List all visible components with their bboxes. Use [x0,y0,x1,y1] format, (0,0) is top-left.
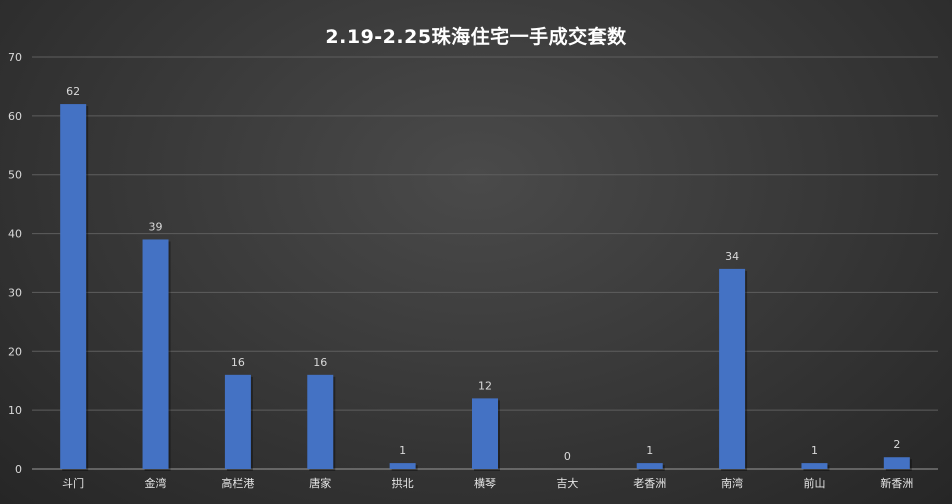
x-tick-label: 斗门 [62,476,84,490]
chart-title: 2.19-2.25珠海住宅一手成交套数 [325,26,627,48]
data-label: 16 [313,356,327,369]
bar [60,104,87,469]
y-tick-label: 10 [8,404,22,417]
x-tick-label: 唐家 [309,476,331,490]
y-tick-label: 30 [8,286,22,299]
y-tick-label: 50 [8,169,22,182]
y-tick-label: 20 [8,345,22,358]
data-label: 1 [811,444,818,457]
data-label: 0 [564,450,571,463]
x-tick-label: 南湾 [721,476,743,490]
bar [389,463,416,469]
x-tick-label: 老香洲 [633,477,666,490]
x-tick-label: 横琴 [474,476,496,490]
data-label: 39 [149,220,163,233]
bar [472,398,498,469]
x-tick-label: 新香洲 [880,476,913,490]
bar [142,239,169,469]
x-tick-label: 高栏港 [221,476,254,490]
x-tick-label: 吉大 [556,476,578,490]
bar [636,463,663,469]
x-tick-label: 拱北 [392,476,414,490]
bar [883,457,910,469]
bar [307,374,334,469]
data-label: 16 [231,356,245,369]
bar [224,374,251,469]
data-label: 2 [893,438,900,451]
y-tick-label: 60 [8,110,22,123]
data-label: 1 [646,444,653,457]
y-tick-label: 70 [8,51,22,64]
data-label: 1 [399,444,406,457]
y-tick-label: 0 [15,463,22,476]
data-label: 62 [66,85,80,98]
data-label: 34 [725,250,739,263]
data-label: 12 [478,379,492,392]
x-tick-label: 前山 [803,476,825,490]
x-tick-label: 金湾 [145,476,167,490]
bar [801,463,828,469]
bar [719,268,746,469]
y-tick-label: 40 [8,228,22,241]
